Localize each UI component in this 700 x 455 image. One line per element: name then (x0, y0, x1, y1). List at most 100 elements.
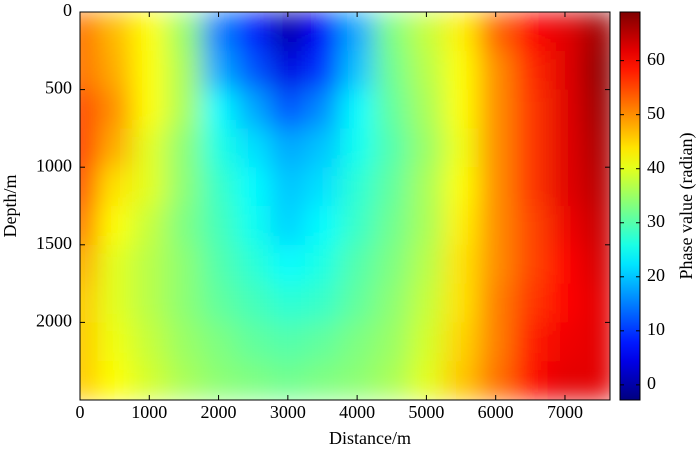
heatmap-cell (478, 12, 514, 52)
heatmap-cell (166, 322, 202, 362)
heatmap-cell (478, 322, 514, 362)
heatmap-cell (97, 12, 133, 52)
heatmap-cell (201, 322, 237, 362)
heatmap-cell (478, 50, 514, 91)
heatmap-cell (235, 128, 272, 168)
heatmap-cell (166, 89, 202, 129)
heatmap-cell (374, 50, 410, 91)
x-tick-label: 4000 (339, 402, 375, 422)
heatmap-cell (131, 128, 168, 168)
x-axis-label: Distance/m (329, 428, 411, 448)
heatmap-cell (270, 244, 306, 285)
heatmap-cell (582, 283, 610, 323)
heatmap-cell (166, 167, 202, 207)
heatmap-cell (409, 244, 445, 285)
heatmap-cell (270, 206, 306, 246)
heatmap-cell (409, 12, 445, 52)
heatmap-cell (305, 89, 341, 129)
heatmap-cell (339, 128, 375, 168)
heatmap-cell (513, 244, 549, 285)
heatmap-cell (443, 244, 479, 285)
y-axis-label: Depth/m (0, 175, 20, 238)
heatmap-cell (443, 206, 479, 246)
x-tick-label: 0 (76, 402, 85, 422)
heatmap-cell (131, 361, 168, 400)
heatmap-cell (270, 322, 306, 362)
heatmap-cell (235, 89, 272, 129)
heatmap-cell (97, 244, 133, 285)
heatmap-cell (339, 322, 375, 362)
heatmap-cell (547, 89, 583, 129)
colorbar-tick-label: 20 (647, 265, 665, 285)
heatmap-cell (409, 361, 445, 400)
colorbar-tick-label: 40 (647, 157, 665, 177)
heatmap-cell (97, 361, 133, 400)
heatmap-cell (478, 89, 514, 129)
heatmap-cell (80, 167, 98, 207)
heatmap-cell (513, 50, 549, 91)
heatmap-cell (409, 283, 445, 323)
heatmap-cell (409, 322, 445, 362)
heatmap-cell (270, 12, 306, 52)
heatmap-cell (201, 206, 237, 246)
x-tick-label: 1000 (131, 402, 167, 422)
heatmap-cell (339, 361, 375, 400)
heatmap-cell (270, 283, 306, 323)
heatmap-cell (582, 12, 610, 52)
heatmap-cell (374, 89, 410, 129)
heatmap-cell (305, 322, 341, 362)
heatmap-cell (131, 89, 168, 129)
heatmap-cell (131, 283, 168, 323)
heatmap-cell (97, 89, 133, 129)
heatmap-cell (513, 12, 549, 52)
heatmap-cell (547, 361, 583, 400)
heatmap-cell (97, 206, 133, 246)
heatmap-cell (339, 244, 375, 285)
heatmap-cell (374, 283, 410, 323)
heatmap-cell (547, 322, 583, 362)
heatmap-cell (513, 128, 549, 168)
heatmap-cell (513, 89, 549, 129)
heatmap-cell (305, 361, 341, 400)
heatmap-cell (339, 89, 375, 129)
heatmap-cell (97, 128, 133, 168)
heatmap-cell (547, 128, 583, 168)
heatmap-cell (131, 206, 168, 246)
heatmap-cell (582, 206, 610, 246)
heatmap-cell (374, 244, 410, 285)
heatmap-cell (513, 283, 549, 323)
heatmap-cell (443, 167, 479, 207)
heatmap-cell (478, 167, 514, 207)
heatmap-cell (339, 167, 375, 207)
heatmap-cell (547, 206, 583, 246)
heatmap-cell (166, 128, 202, 168)
heatmap-cell (201, 167, 237, 207)
heatmap-cell (80, 50, 98, 91)
heatmap-cell (235, 12, 272, 52)
heatmap-cell (97, 50, 133, 91)
heatmap-cell (547, 244, 583, 285)
heatmap-cell (339, 12, 375, 52)
heatmap-cell (201, 361, 237, 400)
y-tick-label: 2000 (36, 311, 72, 331)
heatmap-cell (443, 128, 479, 168)
heatmap-cell (305, 128, 341, 168)
heatmap-cell (409, 128, 445, 168)
heatmap-cell (80, 12, 98, 52)
heatmap-cell (131, 50, 168, 91)
heatmap-cell (80, 361, 98, 400)
heatmap-cell (478, 128, 514, 168)
colorbar-tick-label: 10 (647, 319, 665, 339)
heatmap-cell (201, 50, 237, 91)
heatmap-cell (80, 128, 98, 168)
heatmap-cell (235, 283, 272, 323)
heatmap-cell (374, 128, 410, 168)
heatmap-cell (80, 322, 98, 362)
heatmap-cell (443, 89, 479, 129)
heatmap-cell (201, 12, 237, 52)
colorbar (619, 11, 641, 401)
heatmap-cell (513, 361, 549, 400)
heatmap-cell (201, 244, 237, 285)
heatmap-cell (513, 167, 549, 207)
heatmap-cell (305, 206, 341, 246)
